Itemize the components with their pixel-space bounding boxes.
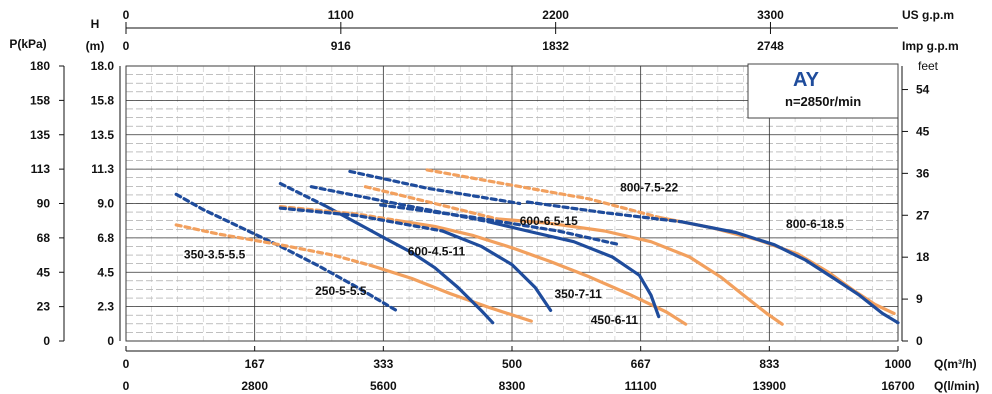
left2-tick-label: 23: [37, 300, 51, 314]
left2-axis-label: P(kPa): [9, 37, 46, 51]
top2-tick-label: 0: [123, 39, 130, 53]
bottom-tick-label: 500: [502, 357, 522, 371]
annotation-350-3.5-5.5: 350-3.5-5.5: [184, 248, 246, 262]
right-tick-label: 9: [916, 292, 923, 306]
right-tick-label: 45: [916, 124, 930, 138]
right-axis-label: feet: [918, 59, 939, 73]
legend-box-frame: [747, 63, 899, 119]
bottom2-tick-label: 8300: [499, 379, 526, 393]
left-axis-label: H: [91, 17, 100, 31]
bottom-tick-label: 333: [373, 357, 393, 371]
annotation-800-7.5-22: 800-7.5-22: [620, 180, 678, 194]
curve-600-6.5-15-orange-solid: [495, 217, 784, 326]
top2-tick-label: 1832: [542, 39, 569, 53]
top2-tick-label: 916: [331, 39, 351, 53]
left2-tick-label: 0: [43, 334, 50, 348]
bottom2-tick-label: 2800: [241, 379, 268, 393]
left-tick-label: 6.8: [97, 231, 114, 245]
bottom-tick-label: 1000: [885, 357, 912, 371]
annotation-450-6-11: 450-6-11: [591, 313, 639, 327]
annotation-250-5-5.5: 250-5-5.5: [315, 284, 367, 298]
curve-600-4.5-11-blue-dashed: [278, 206, 445, 233]
annotation-800-6-18.5: 800-6-18.5: [786, 217, 844, 231]
bottom2-tick-label: 13900: [753, 379, 787, 393]
bottom2-tick-label: 16700: [881, 379, 915, 393]
annotation-600-6.5-15: 600-6.5-15: [520, 214, 578, 228]
bottom2-axis-label: Q(l/min): [934, 379, 979, 393]
curve-350-3.5-5.5-blue-dashed: [174, 192, 398, 312]
curve-250-5-5.5-blue-dashed: [278, 182, 329, 209]
right-tick-label: 27: [916, 208, 930, 222]
curve-250-5-5.5-blue-solid: [325, 205, 495, 325]
top-tick-label: 3300: [757, 8, 784, 22]
legend-box: AY n=2850r/min: [747, 63, 899, 119]
bottom2-tick-label: 11100: [625, 379, 657, 393]
brand-label: AY: [793, 69, 820, 91]
left-tick-label: 13.5: [91, 128, 115, 142]
curve-800-6-18.5-blue-dashed: [525, 200, 684, 224]
axes: 0 167 333 500 667 833 1000 Q(m³/h) 0 2800 5600 8300…: [9, 8, 979, 393]
curve-600-4.5-11-blue-solid: [440, 229, 553, 312]
curve-unlabeled-1-orange-dashed: [174, 223, 375, 268]
top-tick-label: 1100: [328, 8, 354, 22]
curve-800-7.5-22-blue-dashed: [379, 203, 622, 247]
left2-tick-label: 113: [31, 162, 51, 176]
left2-tick-label: 158: [30, 93, 50, 107]
curve-600-6.5-15-orange-dashed: [363, 185, 499, 221]
right-tick-label: 18: [916, 250, 930, 264]
top-tick-label: 2200: [542, 8, 569, 22]
right-tick-label: 54: [916, 83, 930, 97]
left-axis-unit: (m): [86, 39, 105, 53]
right-tick-label: 36: [916, 166, 930, 180]
left-tick-label: 9.0: [97, 197, 114, 211]
left2-tick-label: 90: [37, 197, 51, 211]
left2-tick-label: 180: [30, 59, 50, 73]
curve-350-7-11-blue-solid: [487, 220, 661, 319]
bottom-axis-label: Q(m³/h): [934, 357, 977, 371]
speed-label: n=2850r/min: [785, 94, 861, 109]
left2-tick-label: 45: [37, 265, 51, 279]
left-tick-label: 2.3: [97, 300, 114, 314]
left-tick-label: 0: [107, 334, 114, 348]
annotation-600-4.5-11: 600-4.5-11: [408, 244, 466, 258]
bottom2-tick-label: 5600: [370, 379, 397, 393]
left-tick-label: 15.8: [91, 93, 115, 107]
left-tick-label: 18.0: [91, 59, 115, 73]
bottom2-tick-label: 0: [123, 379, 130, 393]
curve-800-7.5-22-orange-dashed: [425, 168, 661, 219]
left2-tick-label: 68: [37, 231, 51, 245]
left-tick-label: 4.5: [97, 265, 114, 279]
series-layer: [174, 168, 900, 326]
bottom-tick-label: 167: [245, 357, 265, 371]
bottom-tick-label: 0: [123, 357, 130, 371]
left-tick-label: 11.3: [91, 162, 114, 176]
annotation-350-7-11: 350-7-11: [554, 287, 602, 301]
annotations: 800-7.5-22 600-6.5-15 800-6-18.5 350-3.5-5.…: [184, 180, 845, 327]
top-axis-label: US g.p.m: [902, 8, 954, 22]
right-tick-label: 0: [916, 334, 923, 348]
curve-unlabeled-2-orange-solid: [371, 264, 533, 323]
bottom-tick-label: 667: [631, 357, 651, 371]
top2-tick-label: 2748: [757, 39, 784, 53]
curve-800-6-18.5-blue-solid: [680, 220, 900, 325]
top-tick-label: 0: [123, 8, 130, 22]
curve-450-6-11-blue-dashed: [348, 169, 522, 206]
top2-axis-label: Imp g.p.m: [902, 39, 959, 53]
left2-tick-label: 135: [30, 128, 50, 142]
bottom-tick-label: 833: [759, 357, 779, 371]
